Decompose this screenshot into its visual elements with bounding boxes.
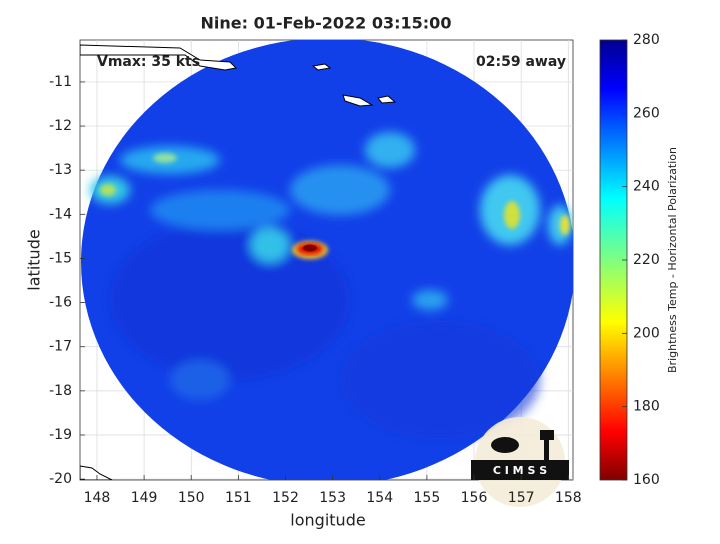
x-tick-label: 156 [461, 490, 488, 506]
y-tick-label: -11 [49, 74, 72, 90]
y-tick-label: -19 [49, 427, 72, 443]
y-axis-label: latitude [25, 229, 44, 290]
x-tick-label: 151 [225, 490, 252, 506]
x-tick-label: 152 [272, 490, 299, 506]
colorbar-tick-label: 160 [633, 472, 660, 488]
y-tick-label: -14 [49, 206, 72, 222]
colorbar-tick-label: 260 [633, 105, 660, 121]
annotation: Vmax: 35 kts [97, 54, 200, 70]
colorbar-tick-label: 280 [633, 32, 660, 48]
x-tick-label: 148 [84, 490, 111, 506]
y-tick-label: -18 [49, 383, 72, 399]
colorbar-label: Brightness Temp - Horizontal Polarizatio… [666, 147, 679, 373]
logo-text: C I M S S [493, 464, 547, 477]
logo: C I M S S [471, 417, 569, 507]
chart-title: Nine: 01-Feb-2022 03:15:00 [201, 14, 452, 33]
colorbar-tick-label: 220 [633, 252, 660, 268]
colorbar-tick-label: 200 [633, 325, 660, 341]
x-tick-label: 154 [366, 490, 393, 506]
colorbar-tick-label: 240 [633, 179, 660, 195]
y-tick-label: -16 [49, 295, 72, 311]
image [80, 40, 573, 480]
x-tick-label: 150 [178, 490, 205, 506]
x-tick-label: 153 [319, 490, 346, 506]
y-tick-label: -15 [49, 250, 72, 266]
x-tick-label: 158 [555, 490, 582, 506]
colorbar-tick-label: 180 [633, 399, 660, 415]
x-tick-label: 155 [414, 490, 441, 506]
x-axis-label: longitude [290, 511, 365, 530]
y-tick-label: -20 [49, 471, 72, 487]
y-tick-label: -17 [49, 339, 72, 355]
x-tick-label: 157 [508, 490, 535, 506]
y-tick-label: -12 [49, 118, 72, 134]
x-tick-label: 149 [131, 490, 158, 506]
annotation: 02:59 away [476, 54, 566, 70]
y-tick-label: -13 [49, 162, 72, 178]
